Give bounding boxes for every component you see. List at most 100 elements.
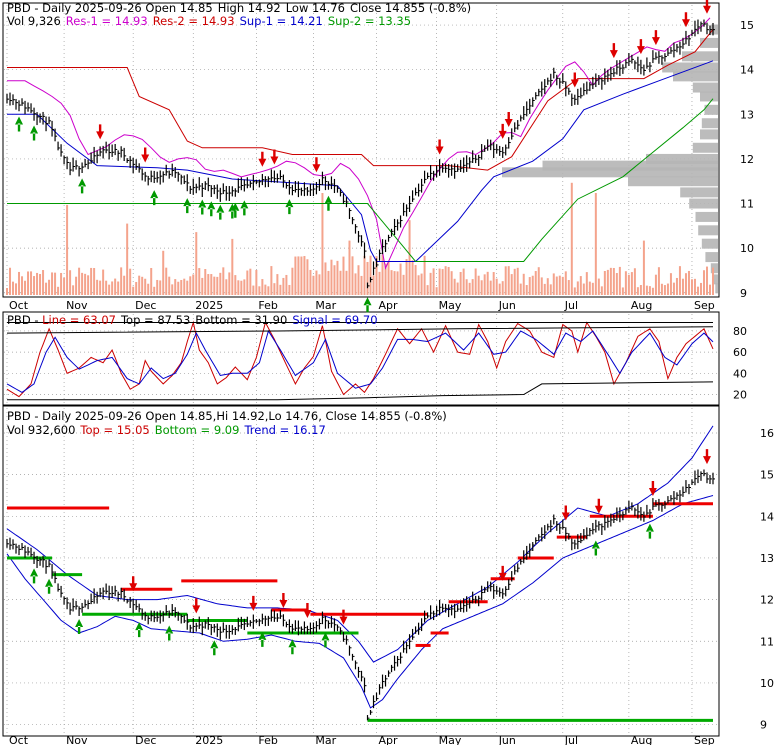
- volume-bar: [87, 275, 90, 295]
- volume-profile-bar: [502, 167, 718, 178]
- trend-sell-arrow: [339, 609, 348, 625]
- volume-bar: [21, 276, 24, 295]
- volume-profile-bar: [628, 176, 718, 187]
- volume-bar: [345, 270, 348, 295]
- volume-bar: [549, 284, 552, 295]
- volume-bar: [576, 281, 579, 295]
- volume-bar: [453, 278, 456, 295]
- volume-bar: [132, 286, 135, 295]
- volume-bar: [153, 286, 156, 295]
- volume-bar: [444, 266, 447, 295]
- volume-bar: [96, 279, 99, 295]
- trend-stat-bottom: Bottom = 9.09: [155, 423, 240, 437]
- volume-bar: [9, 267, 12, 295]
- volume-bar: [378, 271, 381, 295]
- trend-sell-arrow: [249, 595, 258, 611]
- volume-bar: [465, 279, 468, 295]
- trend-x-tick-label: 2025: [195, 734, 223, 745]
- sell-arrow: [636, 39, 645, 55]
- trend-x-tick-label: Feb: [258, 734, 277, 745]
- volume-bar: [129, 268, 132, 295]
- volume-bar: [318, 274, 321, 295]
- volume-bar: [216, 276, 219, 295]
- volume-bar: [309, 269, 312, 295]
- trend-y-tick-label: 13: [760, 552, 774, 565]
- volume-bar: [99, 280, 102, 295]
- volume-bar: [261, 279, 264, 295]
- volume-bar: [123, 275, 126, 295]
- volume-bar: [36, 272, 39, 295]
- volume-bar: [24, 280, 27, 295]
- volume-bar: [162, 250, 165, 295]
- volume-bar: [279, 284, 282, 295]
- volume-bar: [201, 277, 204, 295]
- volume-bar: [114, 278, 117, 295]
- volume-bar: [459, 271, 462, 295]
- volume-bar: [423, 255, 426, 295]
- volume-bar: [591, 282, 594, 295]
- volume-bar: [204, 269, 207, 295]
- volume-bar: [249, 268, 252, 295]
- trend-buy-arrow: [591, 540, 600, 556]
- price-header-close: Close 14.855 (-0.8%): [350, 1, 471, 15]
- volume-profile-bar: [700, 129, 718, 140]
- volume-profile-bar: [710, 263, 718, 274]
- volume-bar: [558, 275, 561, 295]
- volume-profile-bar: [701, 118, 718, 129]
- volume-bar: [327, 270, 330, 295]
- volume-bar: [441, 269, 444, 295]
- volume-bar: [480, 280, 483, 295]
- volume-bar: [543, 283, 546, 295]
- volume-bar: [396, 271, 399, 295]
- volume-bar: [165, 267, 168, 295]
- price-x-tick-label: Sep: [694, 299, 715, 312]
- stoch-header-line: Line = 63.07: [42, 313, 116, 327]
- volume-bar: [420, 273, 423, 295]
- trend-stat-top: Top = 15.05: [79, 423, 149, 437]
- price-x-tick-label: Nov: [66, 299, 88, 312]
- price-panel-frame: [2, 2, 720, 298]
- sell-arrow: [141, 147, 150, 163]
- volume-bar: [477, 275, 480, 295]
- price-y-tick-label: 9: [740, 287, 747, 300]
- volume-bar: [75, 276, 78, 295]
- volume-bar: [609, 267, 612, 295]
- volume-bar: [207, 274, 210, 295]
- stoch-header-prefix: PBD -: [7, 313, 42, 327]
- volume-profile-bar: [698, 225, 718, 236]
- volume-bar: [33, 276, 36, 295]
- volume-bar: [144, 278, 147, 295]
- volume-bar: [645, 285, 648, 295]
- trend-buy-arrow: [135, 622, 144, 638]
- volume-bar: [306, 259, 309, 295]
- stoch-signal-line: [6, 329, 714, 393]
- stoch-y-tick-label: 40: [733, 367, 747, 380]
- trend-x-tick-label: Aug: [631, 734, 652, 745]
- volume-bar: [180, 279, 183, 295]
- volume-bar: [438, 268, 441, 295]
- trend-sell-arrow: [594, 498, 603, 514]
- buy-arrow: [30, 125, 39, 141]
- volume-bar: [339, 270, 342, 295]
- price-x-tick-label: Jul: [564, 299, 578, 312]
- volume-bar: [282, 277, 285, 295]
- volume-bar: [186, 280, 189, 295]
- volume-bar: [159, 280, 162, 295]
- stoch-header-signal: Signal = 69.70: [292, 313, 377, 327]
- stoch-header-top: Top = 87.53: [120, 313, 190, 327]
- trend-sell-arrow: [498, 565, 507, 581]
- volume-bar: [624, 271, 627, 295]
- volume-bar: [507, 266, 510, 295]
- volume-profile-bar: [692, 82, 718, 93]
- volume-bar: [582, 283, 585, 295]
- volume-bar: [414, 265, 417, 295]
- sell-arrow: [312, 157, 321, 173]
- trend-y-tick-label: 14: [760, 510, 774, 523]
- volume-bar: [360, 275, 363, 295]
- stat-sup1: Sup-1 = 14.21: [240, 14, 323, 28]
- buy-arrow: [363, 297, 372, 313]
- buy-arrow: [216, 204, 225, 220]
- volume-bar: [702, 270, 705, 295]
- volume-bar: [426, 285, 429, 295]
